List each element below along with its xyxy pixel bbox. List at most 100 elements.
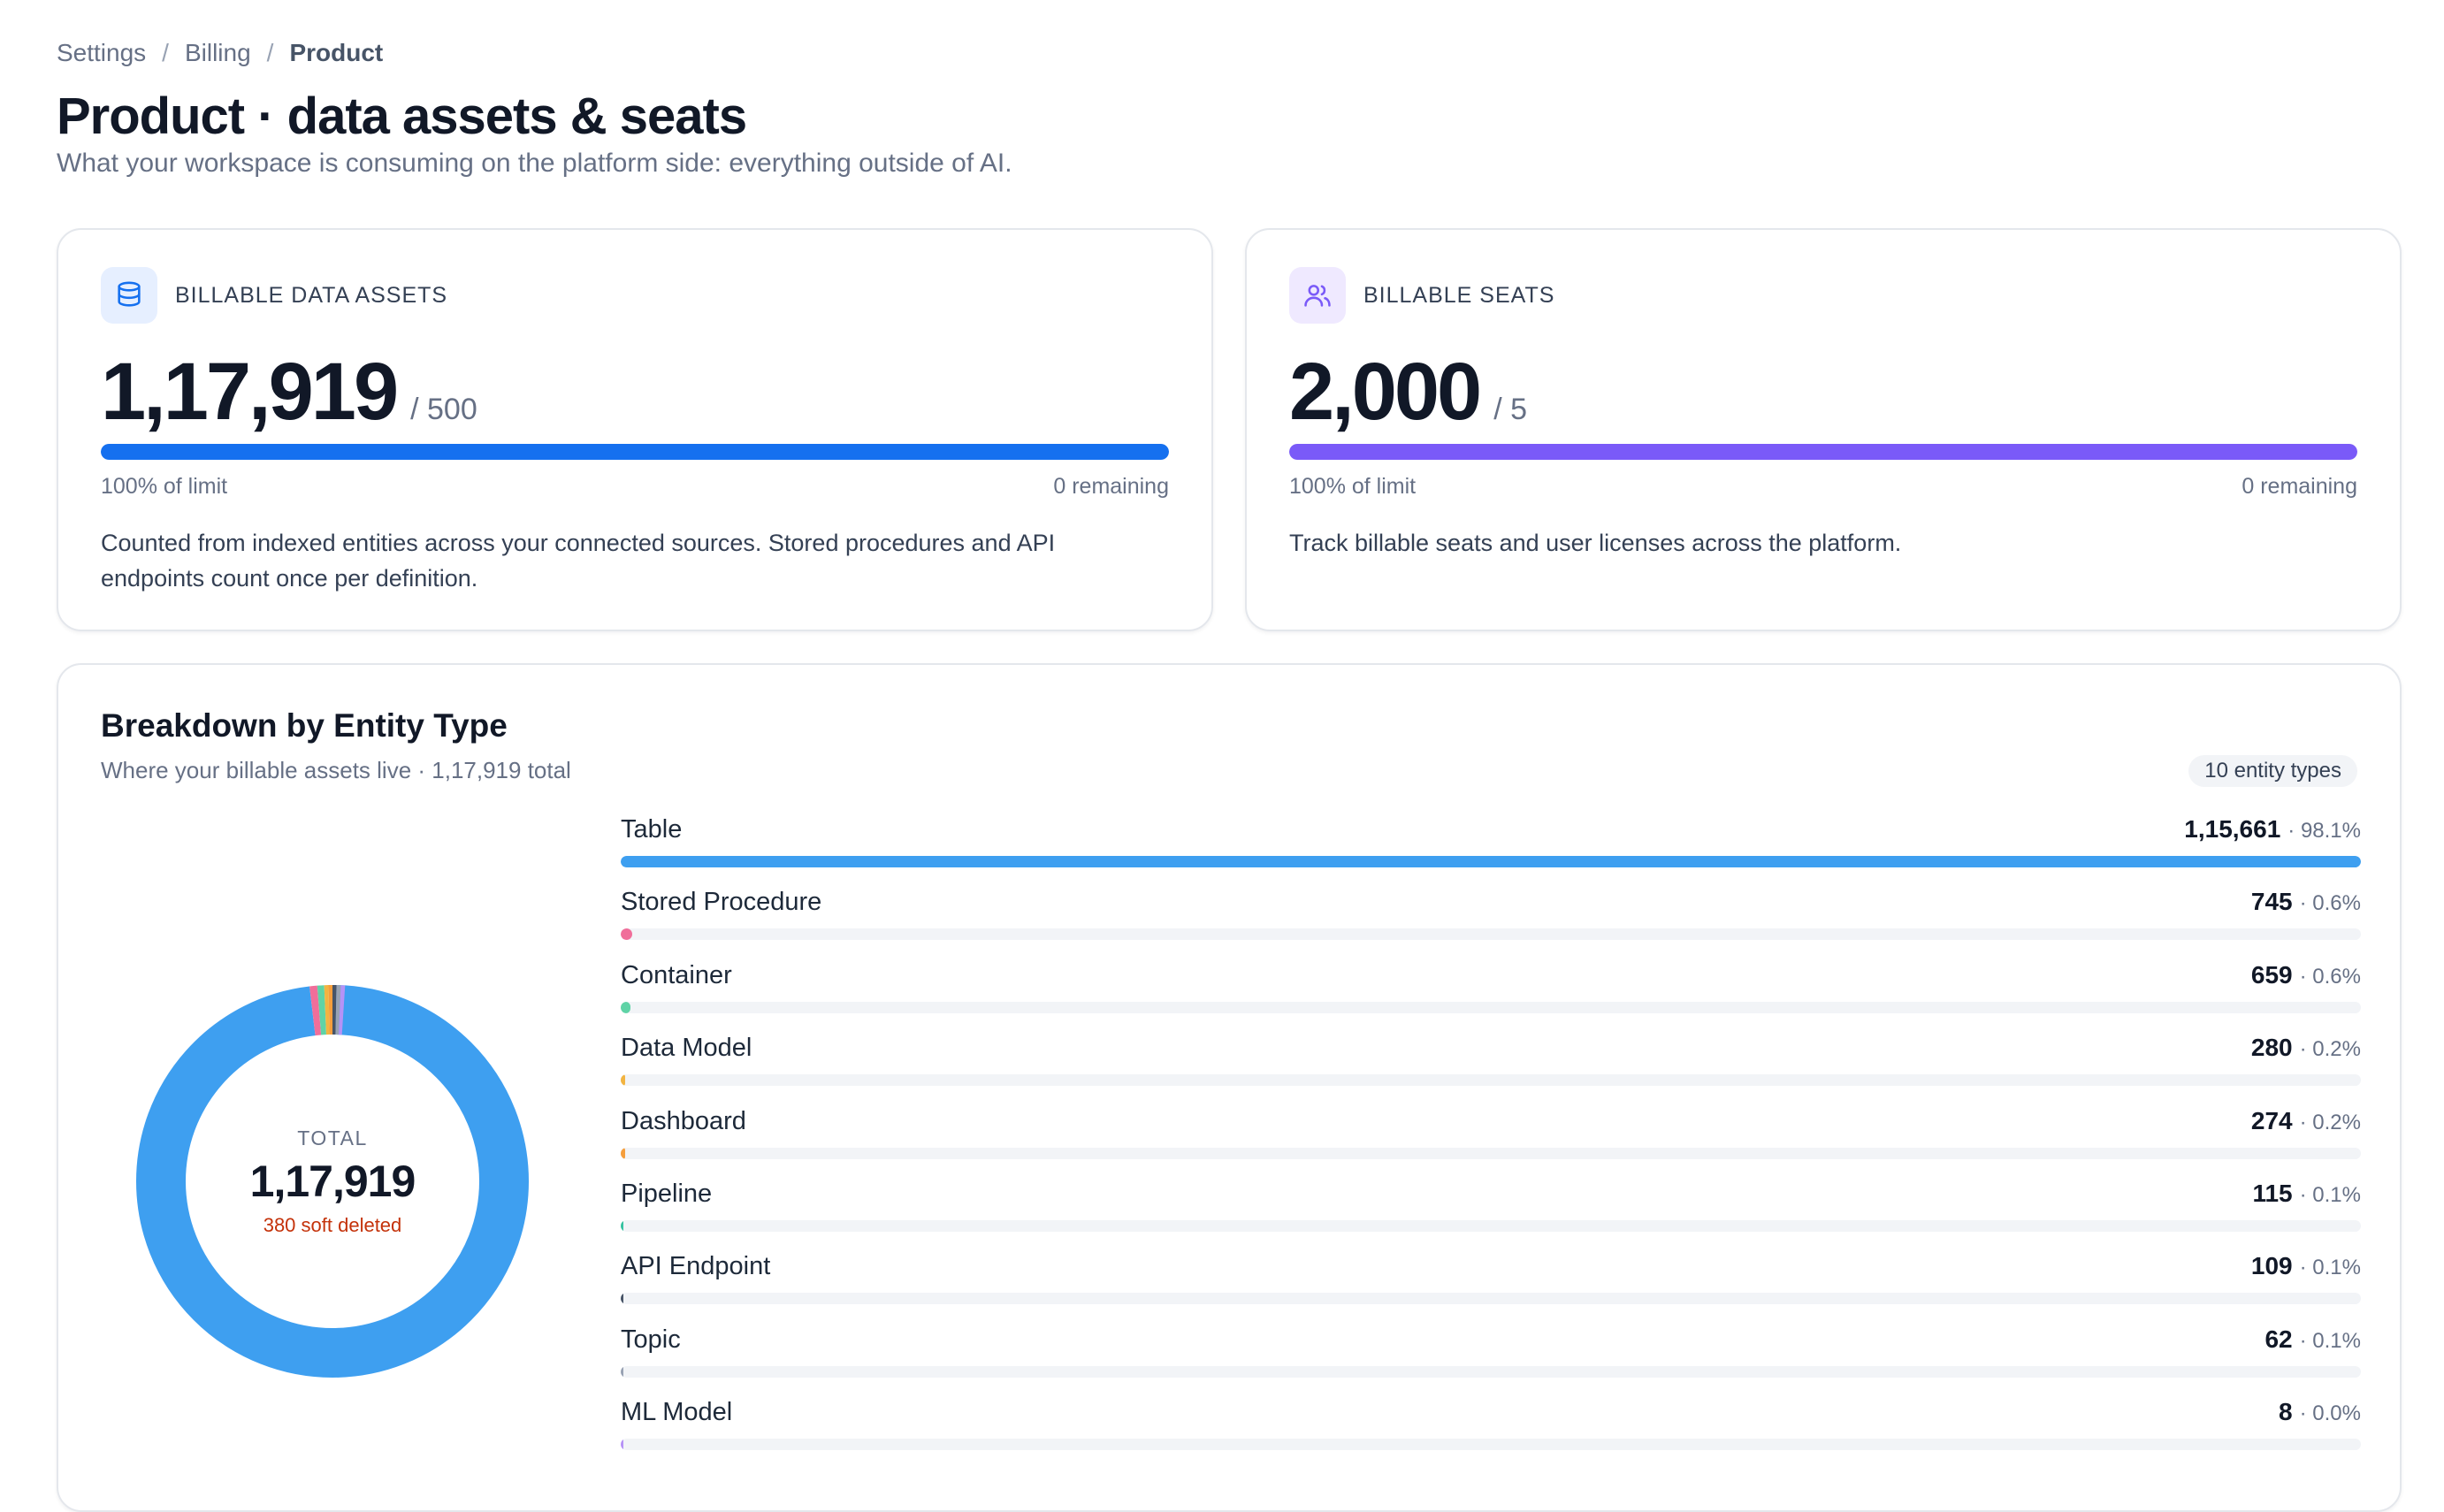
entity-row: API Endpoint 109 · 0.1%: [621, 1252, 2361, 1325]
seats-limit: / 5: [1493, 393, 1528, 426]
breadcrumb-separator: /: [162, 39, 169, 66]
entity-stats: 745 · 0.6%: [2251, 888, 2361, 916]
page-subtitle: What your workspace is consuming on the …: [57, 149, 1012, 178]
breadcrumb-separator: /: [266, 39, 274, 66]
donut-segment-api-endpoint: [136, 985, 529, 1378]
breadcrumb-current: Product: [289, 39, 384, 66]
entity-bar-fill: [621, 928, 632, 941]
entity-row-header: Container 659 · 0.6%: [621, 961, 2361, 993]
entity-count: 659: [2250, 960, 2293, 989]
seats-description: Track billable seats and user licenses a…: [1289, 530, 1902, 556]
entity-percent: · 0.2%: [2299, 1037, 2361, 1062]
seats-percent: 100% of limit: [1289, 474, 1417, 499]
seats-header: BILLABLE SEATS: [1289, 267, 1554, 324]
data-assets-value: 1,17,919: [101, 347, 399, 437]
entity-bar-track: [621, 1439, 2361, 1451]
entity-count: 8: [2279, 1398, 2293, 1426]
entity-bar-track: [621, 1147, 2361, 1159]
data-assets-label: BILLABLE DATA ASSETS: [175, 282, 448, 308]
entity-percent: · 0.2%: [2299, 1110, 2361, 1134]
entity-row: Topic 62 · 0.1%: [621, 1325, 2361, 1398]
seats-label: BILLABLE SEATS: [1363, 282, 1555, 308]
entity-row: Container 659 · 0.6%: [621, 961, 2361, 1034]
entity-bar-track: [621, 928, 2361, 941]
entity-bar-track: [621, 1293, 2361, 1305]
data-assets-card: BILLABLE DATA ASSETS 1,17,919 / 500 100%…: [57, 228, 1213, 631]
entity-name: Data Model: [621, 1034, 752, 1063]
entity-bar-fill: [621, 1439, 623, 1451]
seats-progress-bar: [1289, 444, 2357, 460]
entity-bar-track: [621, 1074, 2361, 1087]
entity-count: 1,15,661: [2184, 815, 2281, 843]
entity-row-header: Data Model 280 · 0.2%: [621, 1034, 2361, 1065]
entity-percent: · 0.6%: [2299, 891, 2361, 916]
entity-name: ML Model: [621, 1398, 733, 1427]
entity-row: Dashboard 274 · 0.2%: [621, 1107, 2361, 1180]
breadcrumb-item-billing[interactable]: Billing: [184, 39, 251, 66]
entity-percent: · 0.1%: [2299, 1328, 2361, 1353]
entity-row: Data Model 280 · 0.2%: [621, 1034, 2361, 1106]
entity-row-header: API Endpoint 109 · 0.1%: [621, 1252, 2361, 1284]
donut-soft-deleted-note: 380 soft deleted: [263, 1213, 402, 1236]
entity-name: Stored Procedure: [621, 888, 822, 917]
entity-row-header: Stored Procedure 745 · 0.6%: [621, 888, 2361, 920]
entity-row-header: Pipeline 115 · 0.1%: [621, 1180, 2361, 1211]
entity-bar-fill: [621, 1147, 625, 1159]
entity-percent: · 0.1%: [2299, 1256, 2361, 1280]
entity-stats: 659 · 0.6%: [2251, 961, 2361, 989]
entity-bar-list: Table 1,15,661 · 98.1% Stored Procedure 745 ·…: [621, 815, 2361, 1471]
donut-svg: [136, 985, 529, 1378]
entity-name: Topic: [621, 1325, 681, 1354]
database-icon: [101, 267, 157, 324]
seats-remaining: 0 remaining: [2242, 474, 2357, 499]
entity-name: Pipeline: [621, 1179, 713, 1208]
seats-card: BILLABLE SEATS 2,000 / 5 100% of limit 0…: [1245, 228, 2402, 631]
entity-row-header: ML Model 8 · 0.0%: [621, 1398, 2361, 1430]
entity-bar-fill: [621, 1219, 623, 1232]
donut-total-value: 1,17,919: [249, 1156, 416, 1206]
entity-name: Container: [621, 960, 732, 989]
page-title: Product · data assets & seats: [57, 88, 747, 145]
entity-bar-fill: [621, 1074, 625, 1087]
entity-bar-track: [621, 1219, 2361, 1232]
entity-count: 115: [2252, 1179, 2293, 1207]
entity-bar-fill: [621, 1365, 623, 1378]
seats-value-row: 2,000 / 5: [1289, 343, 1527, 440]
breadcrumb-item-settings[interactable]: Settings: [57, 39, 147, 66]
entity-types-badge: 10 entity types: [2188, 755, 2357, 787]
entity-donut-chart: TOTAL 1,17,919 380 soft deleted: [136, 985, 529, 1378]
entity-row: ML Model 8 · 0.0%: [621, 1398, 2361, 1470]
entity-percent: · 0.6%: [2299, 964, 2361, 989]
entity-stats: 8 · 0.0%: [2279, 1398, 2361, 1426]
entity-count: 280: [2250, 1034, 2293, 1062]
data-assets-progress-bar: [101, 444, 1169, 460]
seats-progress-meta: 100% of limit 0 remaining: [1289, 474, 2357, 500]
entity-bar-fill: [621, 856, 2361, 867]
seats-progress-fill: [1289, 444, 2357, 460]
breadcrumb: Settings / Billing / Product: [57, 39, 383, 67]
entity-stats: 62 · 0.1%: [2265, 1325, 2361, 1354]
entity-count: 274: [2250, 1106, 2293, 1134]
entity-count: 745: [2250, 888, 2293, 916]
data-assets-remaining: 0 remaining: [1053, 474, 1169, 499]
entity-row-header: Table 1,15,661 · 98.1%: [621, 815, 2361, 847]
donut-total-label: TOTAL: [297, 1126, 368, 1149]
entity-row-header: Topic 62 · 0.1%: [621, 1325, 2361, 1357]
entity-count: 62: [2265, 1325, 2293, 1353]
entity-bar-fill: [621, 1293, 623, 1305]
breakdown-title: Breakdown by Entity Type: [101, 707, 508, 744]
entity-stats: 1,15,661 · 98.1%: [2184, 815, 2361, 844]
donut-center: TOTAL 1,17,919 380 soft deleted: [136, 985, 529, 1378]
entity-bar-fill: [621, 1001, 631, 1013]
entity-row: Pipeline 115 · 0.1%: [621, 1180, 2361, 1252]
seats-value: 2,000: [1289, 347, 1482, 437]
data-assets-limit: / 500: [410, 393, 477, 426]
data-assets-header: BILLABLE DATA ASSETS: [101, 267, 447, 324]
breakdown-subtitle: Where your billable assets live · 1,17,9…: [101, 757, 571, 783]
data-assets-description: Counted from indexed entities across you…: [101, 530, 1056, 592]
users-icon: [1289, 267, 1346, 324]
entity-percent: · 0.1%: [2299, 1182, 2361, 1207]
entity-name: API Endpoint: [621, 1252, 771, 1281]
data-assets-progress-meta: 100% of limit 0 remaining: [101, 474, 1169, 500]
entity-breakdown-card: Breakdown by Entity Type Where your bill…: [57, 663, 2402, 1512]
